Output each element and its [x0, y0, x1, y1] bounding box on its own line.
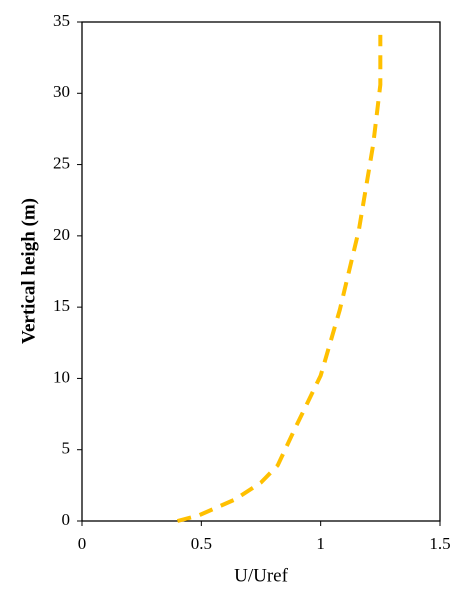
y-tick-label: 35 [53, 11, 70, 30]
y-axis-title: Vertical heigh (m) [18, 198, 39, 344]
y-tick-label: 20 [53, 225, 70, 244]
y-tick-label: 5 [62, 439, 71, 458]
plot-frame [81, 21, 441, 522]
y-tick-label: 25 [53, 153, 70, 172]
y-tick-label: 0 [62, 510, 71, 529]
x-tick-label: 0.5 [191, 534, 212, 553]
y-tick-label: 30 [53, 82, 70, 101]
y-tick-label: 15 [53, 296, 70, 315]
x-tick-label: 1.5 [429, 534, 450, 553]
y-tick-label: 10 [53, 367, 70, 386]
x-axis-title: U/Uref [234, 565, 288, 586]
x-tick-label: 0 [78, 534, 87, 553]
data-line [176, 34, 383, 523]
x-tick-label: 1 [316, 534, 325, 553]
